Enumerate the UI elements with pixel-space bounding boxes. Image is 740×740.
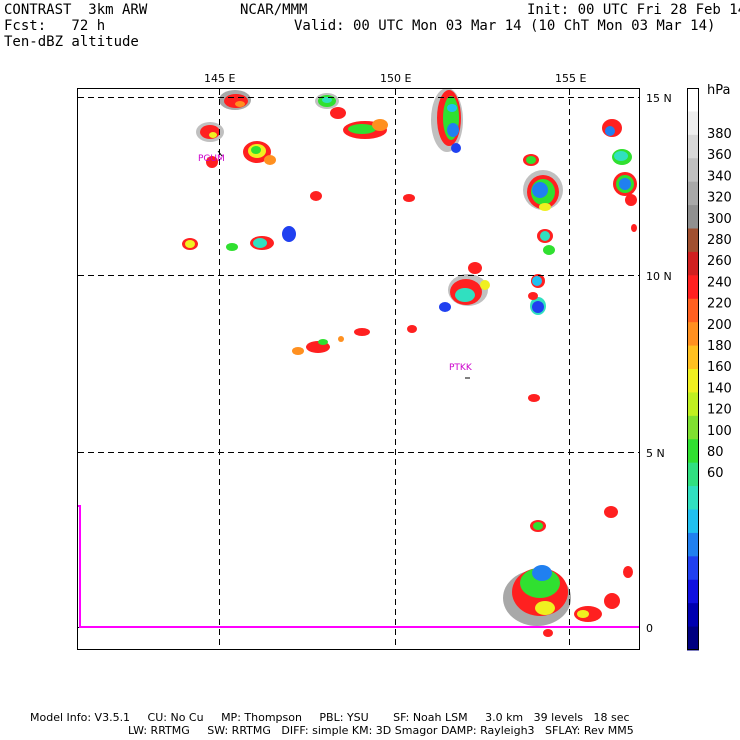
colorbar-swatch [687, 509, 699, 534]
colorbar-tick-label: 240 [707, 275, 732, 290]
model-info-line1: Model Info: V3.5.1 CU: No Cu MP: Thompso… [30, 711, 630, 724]
colorbar-swatch [687, 134, 699, 159]
colorbar-tick-label: 180 [707, 339, 732, 354]
colorbar-tick-label: 200 [707, 318, 732, 333]
colorbar-swatch [687, 158, 699, 183]
colorbar-swatch [687, 205, 699, 229]
colorbar-swatch [687, 275, 699, 300]
lon-label-155: 155 E [555, 72, 586, 85]
colorbar-swatch [687, 579, 699, 604]
colorbar-tick-label: 60 [707, 466, 724, 481]
colorbar-swatch [687, 626, 699, 651]
colorbar [687, 88, 699, 651]
colorbar-swatch [687, 439, 699, 464]
plot-frame [77, 88, 640, 650]
colorbar-tick-label: 320 [707, 191, 732, 206]
colorbar-swatch [687, 251, 699, 276]
colorbar-tick-label: 360 [707, 148, 732, 163]
forecast-hour: Fcst: 72 h [4, 18, 106, 34]
colorbar-unit: hPa [707, 83, 730, 98]
colorbar-swatch [687, 415, 699, 440]
colorbar-swatch [687, 369, 699, 393]
colorbar-swatch [687, 322, 699, 347]
lon-label-150: 150 E [380, 72, 411, 85]
init-time: Init: 00 UTC Fri 28 Feb 14 [527, 2, 740, 18]
colorbar-tick-label: 380 [707, 127, 732, 142]
lat-label-15n: 15 N [646, 92, 672, 105]
colorbar-swatch [687, 111, 699, 136]
colorbar-swatch [687, 88, 699, 112]
colorbar-swatch [687, 532, 699, 557]
colorbar-tick-label: 300 [707, 212, 732, 227]
colorbar-tick-label: 260 [707, 254, 732, 269]
colorbar-tick-label: 140 [707, 381, 732, 396]
lat-label-0: 0 [646, 622, 653, 635]
domain-boundary [78, 505, 639, 628]
colorbar-tick-label: 280 [707, 233, 732, 248]
lat-label-10n: 10 N [646, 270, 672, 283]
station-label-pgum: PGUM [198, 154, 225, 164]
colorbar-tick-label: 80 [707, 445, 724, 460]
colorbar-tick-label: 120 [707, 403, 732, 418]
colorbar-swatch [687, 486, 699, 510]
colorbar-outline [687, 88, 699, 650]
center-name: NCAR/MMM [240, 2, 308, 18]
colorbar-tick-label: 340 [707, 169, 732, 184]
lon-label-145: 145 E [204, 72, 235, 85]
station-marker-pgum [217, 150, 223, 157]
model-info-line2: LW: RRTMG SW: RRTMG DIFF: simple KM: 3D … [128, 724, 634, 737]
colorbar-tick-label: 100 [707, 424, 732, 439]
colorbar-swatch [687, 462, 699, 487]
valid-time: Valid: 00 UTC Mon 03 Mar 14 (10 ChT Mon … [294, 18, 716, 34]
colorbar-tick-label: 220 [707, 297, 732, 312]
colorbar-swatch [687, 228, 699, 253]
colorbar-swatch [687, 181, 699, 206]
colorbar-swatch [687, 345, 699, 370]
colorbar-swatch [687, 298, 699, 323]
model-title: CONTRAST 3km ARW [4, 2, 148, 18]
radar-echoes [182, 88, 637, 637]
field-name: Ten-dBZ altitude [4, 34, 139, 50]
colorbar-swatch [687, 603, 699, 628]
colorbar-labels: 380 360 340 320 300 280 260 240 220 200 180 160 140 1… [707, 127, 732, 481]
colorbar-tick-label: 160 [707, 360, 732, 375]
colorbar-swatch [687, 392, 699, 417]
lat-label-5n: 5 N [646, 447, 665, 460]
station-label-ptkk: PTKK [449, 363, 473, 373]
colorbar-swatch [687, 556, 699, 581]
